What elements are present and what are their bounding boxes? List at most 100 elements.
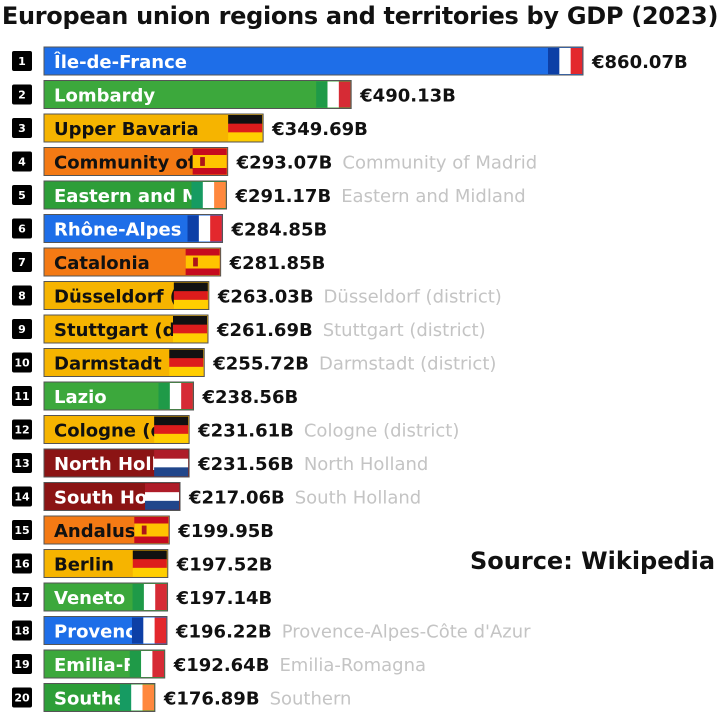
full-region-name: North Holland — [304, 454, 428, 475]
flag-ireland-stripe — [214, 182, 226, 208]
bar-label: North Holl — [54, 454, 158, 475]
rank-number: 18 — [14, 625, 29, 638]
bar-label: Düsseldorf ( — [54, 287, 178, 308]
flag-ireland-stripe — [191, 182, 204, 208]
full-region-name: Cologne (district) — [304, 421, 460, 442]
flag-italy-stripe — [132, 584, 145, 610]
bar-label: Upper Bavaria — [54, 119, 199, 140]
bar-row: 9 Stuttgart (di €261.69B Stuttgart (distric… — [12, 314, 486, 344]
bar-row: 7 Catalonia €281.85B — [12, 247, 326, 277]
bar-content: Catalonia — [54, 249, 220, 275]
flag-france-stripe — [143, 617, 155, 644]
flag-italy-stripe — [129, 651, 142, 677]
rank-number: 12 — [14, 424, 29, 437]
value-label: €284.85B — [231, 220, 328, 241]
flag-germany-stripe — [172, 333, 207, 343]
rank-number: 4 — [18, 156, 26, 169]
flag-spain-yellow — [192, 155, 227, 168]
bar-label: Darmstadt ( — [54, 354, 176, 375]
bar-row: 18 Provenc €196.22B Provence-Alpes-Côte d'A… — [12, 616, 531, 645]
rank-number: 17 — [14, 591, 29, 604]
bar-label: Stuttgart (di — [54, 320, 182, 341]
flag-germany-stripe — [154, 425, 189, 435]
bar-label: Emilia-R — [54, 655, 137, 676]
flag-italy-stripe — [141, 651, 153, 677]
rank-badge — [12, 151, 32, 172]
bar-label: Catalonia — [54, 253, 150, 274]
value-label: €231.61B — [197, 421, 294, 442]
flag-germany-stripe — [228, 123, 263, 133]
flag-germany-stripe — [169, 349, 204, 359]
bar-row: 6 Rhône-Alpes €284.85B — [12, 214, 328, 243]
bar-row: 14 South Ho €217.06B South Holland — [12, 482, 421, 511]
value-label: €192.64B — [173, 655, 270, 676]
rank-number: 11 — [14, 390, 29, 403]
rank-badge — [12, 118, 32, 138]
bar-content: Emilia-R — [54, 651, 165, 677]
rank-badge — [12, 453, 32, 473]
flag-netherlands-stripe — [145, 492, 180, 502]
bar-content: Veneto — [54, 584, 167, 610]
flag-ireland-stripe — [119, 684, 132, 711]
flag-italy-stripe — [181, 383, 193, 409]
rank-badge — [12, 486, 32, 507]
full-region-name: Emilia-Romagna — [279, 655, 426, 676]
flag-italy-stripe — [316, 81, 328, 108]
flag-germany-stripe — [173, 291, 208, 301]
rank-badge — [12, 51, 32, 71]
bar-row: 3 Upper Bavaria €349.69B — [12, 113, 368, 143]
flag-france-stripe — [187, 215, 200, 242]
flag-ireland-stripe — [142, 684, 155, 711]
bar-row: 11 Lazio €238.56B — [12, 381, 299, 411]
flag-netherlands-stripe — [154, 458, 189, 468]
flag-netherlands-stripe — [145, 500, 180, 510]
bar-row: 15 Andalus €199.95B — [12, 515, 274, 545]
bar — [43, 46, 584, 76]
bar-content: Rhône-Alpes — [54, 215, 222, 242]
rank-number: 5 — [18, 189, 26, 202]
rank-number: 20 — [14, 692, 30, 705]
bar-content: Düsseldorf ( — [54, 282, 208, 309]
rank-number: 13 — [14, 457, 29, 470]
rank-number: 15 — [14, 524, 29, 537]
flag-germany-stripe — [169, 366, 204, 376]
flag-france-stripe — [570, 48, 583, 74]
rank-number: 8 — [18, 290, 26, 303]
bar-content: Upper Bavaria — [54, 115, 263, 142]
flag-italy-stripe — [327, 81, 340, 108]
flag-germany-stripe — [172, 324, 207, 334]
flag-france-stripe — [559, 48, 571, 74]
rank-number: 7 — [18, 256, 26, 269]
flag-germany-stripe — [132, 559, 167, 569]
full-region-name: Provence-Alpes-Côte d'Azur — [282, 622, 531, 643]
full-region-name: Eastern and Midland — [341, 186, 526, 207]
bar-label: Andalus — [54, 521, 135, 542]
value-label: €238.56B — [202, 387, 299, 408]
bar-label: Eastern and M — [54, 186, 200, 207]
value-label: €490.13B — [359, 86, 456, 107]
rank-badge — [12, 285, 32, 306]
bar-label: Lombardy — [54, 86, 155, 107]
flag-italy-stripe — [158, 383, 171, 409]
value-label: €291.17B — [234, 186, 331, 207]
flag-france-stripe — [210, 215, 222, 242]
flag-ireland-stripe — [202, 182, 215, 208]
flag-italy-stripe — [169, 383, 182, 409]
flag-netherlands-stripe — [154, 450, 189, 459]
bar-row: 4 Community of €293.07B Community of Madrid — [12, 147, 537, 176]
flag-germany-stripe — [154, 433, 189, 443]
bar-label: Community of — [54, 153, 196, 174]
full-region-name: Darmstadt (district) — [319, 354, 496, 375]
value-label: €261.69B — [216, 320, 313, 341]
bar-row: 19 Emilia-R €192.64B Emilia-Romagna — [12, 649, 426, 679]
value-label: €293.07B — [236, 153, 333, 174]
rank-badge — [12, 352, 32, 373]
rank-badge — [12, 687, 32, 708]
flag-italy-stripe — [338, 81, 351, 108]
flag-germany-stripe — [169, 358, 204, 368]
bar-content: Lazio — [54, 383, 193, 409]
bar-content: Berlin — [54, 550, 167, 577]
bar-row: 16 Berlin €197.52B — [12, 549, 273, 578]
value-label: €197.52B — [176, 555, 273, 576]
value-label: €281.85B — [229, 253, 326, 274]
